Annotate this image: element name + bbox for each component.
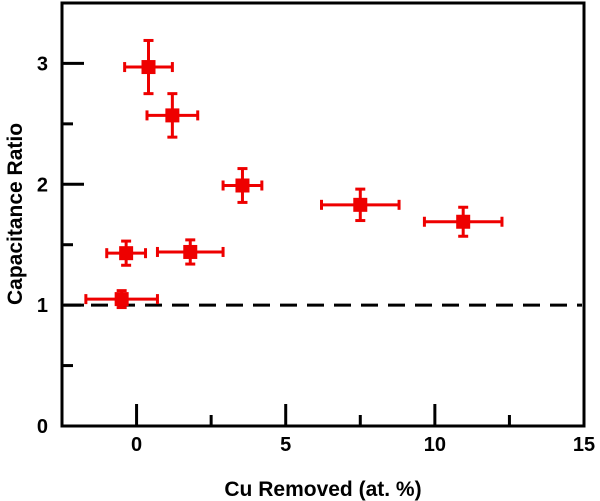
x-tick-label: 5: [280, 434, 291, 456]
x-tick-label: 10: [424, 434, 446, 456]
y-tick-label: 3: [37, 53, 48, 75]
data-point: [235, 178, 250, 193]
data-point: [456, 214, 471, 229]
x-axis-title: Cu Removed (at. %): [224, 478, 421, 501]
x-tick-label: 0: [131, 434, 142, 456]
x-tick-label: 15: [573, 434, 595, 456]
plot-frame: [60, 1, 586, 428]
data-point: [165, 108, 180, 123]
y-tick-label: 0: [37, 416, 48, 438]
data-point: [114, 292, 129, 307]
y-tick-label: 1: [37, 295, 48, 317]
data-point: [141, 60, 156, 75]
data-point: [353, 197, 368, 212]
y-tick-label: 2: [37, 174, 48, 196]
data-point: [183, 244, 198, 259]
data-point: [119, 246, 134, 261]
y-axis-title: Capacitance Ratio: [4, 123, 27, 305]
